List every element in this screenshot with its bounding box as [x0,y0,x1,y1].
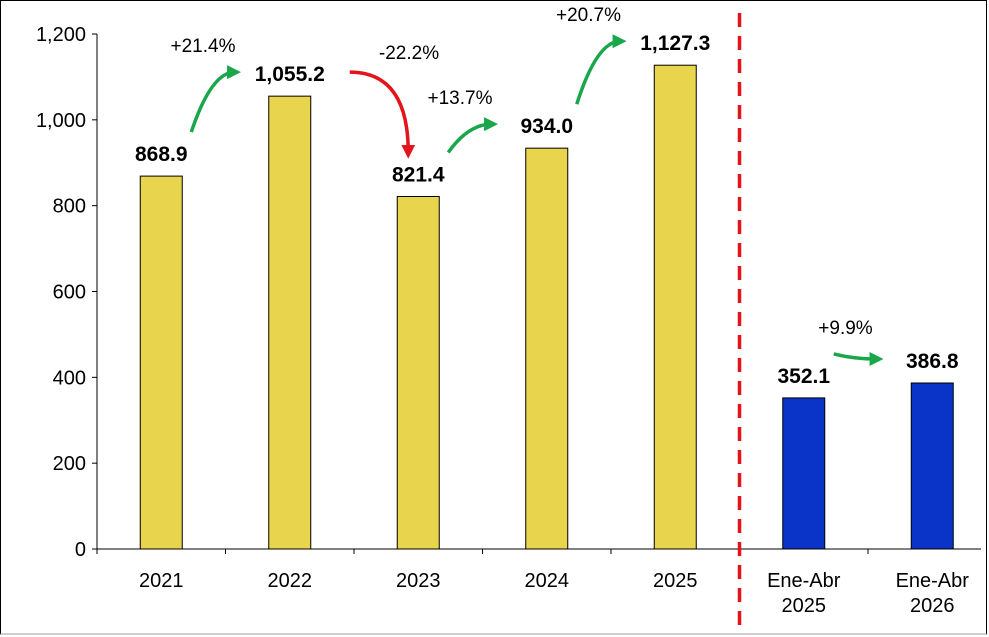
change-arrow [189,65,242,133]
x-tick-label: 2021 [139,570,184,592]
change-arrow [575,34,627,105]
x-tick-label: 2026 [910,595,955,617]
change-percent-label: +13.7% [428,88,493,109]
change-percent-label: +9.9% [818,318,873,339]
x-tick-label: 2025 [653,570,698,592]
bar-value-label: 352.1 [777,365,830,388]
change-percent-label: -22.2% [379,43,439,64]
bar [268,95,312,550]
bar-value-label: 386.8 [906,350,959,373]
labels: 868.9 1,055.2 821.4 934.0 1,127.3 352.1 386.8 +… [135,5,959,388]
change-arrow [833,351,884,366]
y-tick-label: 400 [53,367,86,389]
change-arrows [189,34,884,366]
x-tick-label: Ene-Abr [896,570,970,592]
bar [653,64,697,550]
y-tick-label: 1,200 [36,24,86,46]
y-tick-label: 200 [53,453,86,475]
axes: 0 200 400 600 800 1,000 1,200 2021 2022 2023 2024 2… [36,24,981,617]
change-arrow [446,117,499,154]
x-tick-label: 2022 [268,570,313,592]
x-tick-label: 2024 [525,570,570,592]
x-tick-label: 2023 [396,570,441,592]
x-tick-label: Ene-Abr [767,570,841,592]
bar-value-label: 934.0 [520,115,573,138]
change-percent-label: +20.7% [556,5,621,26]
bar [910,382,954,550]
y-tick-label: 0 [75,539,86,561]
bar-value-label: 868.9 [135,143,188,166]
y-tick-label: 1,000 [36,110,86,132]
bar-value-label: 1,127.3 [640,32,710,55]
bar [139,175,183,550]
bar [396,195,440,550]
bar-value-label: 821.4 [392,163,445,186]
change-percent-label: +21.4% [171,36,236,57]
y-tick-label: 800 [53,196,86,218]
bar [782,397,826,550]
bar [525,147,569,550]
change-arrow [349,70,416,159]
x-tick-label: 2025 [782,595,827,617]
bars [139,64,954,550]
bar-value-label: 1,055.2 [255,63,325,86]
y-tick-label: 600 [53,282,86,304]
